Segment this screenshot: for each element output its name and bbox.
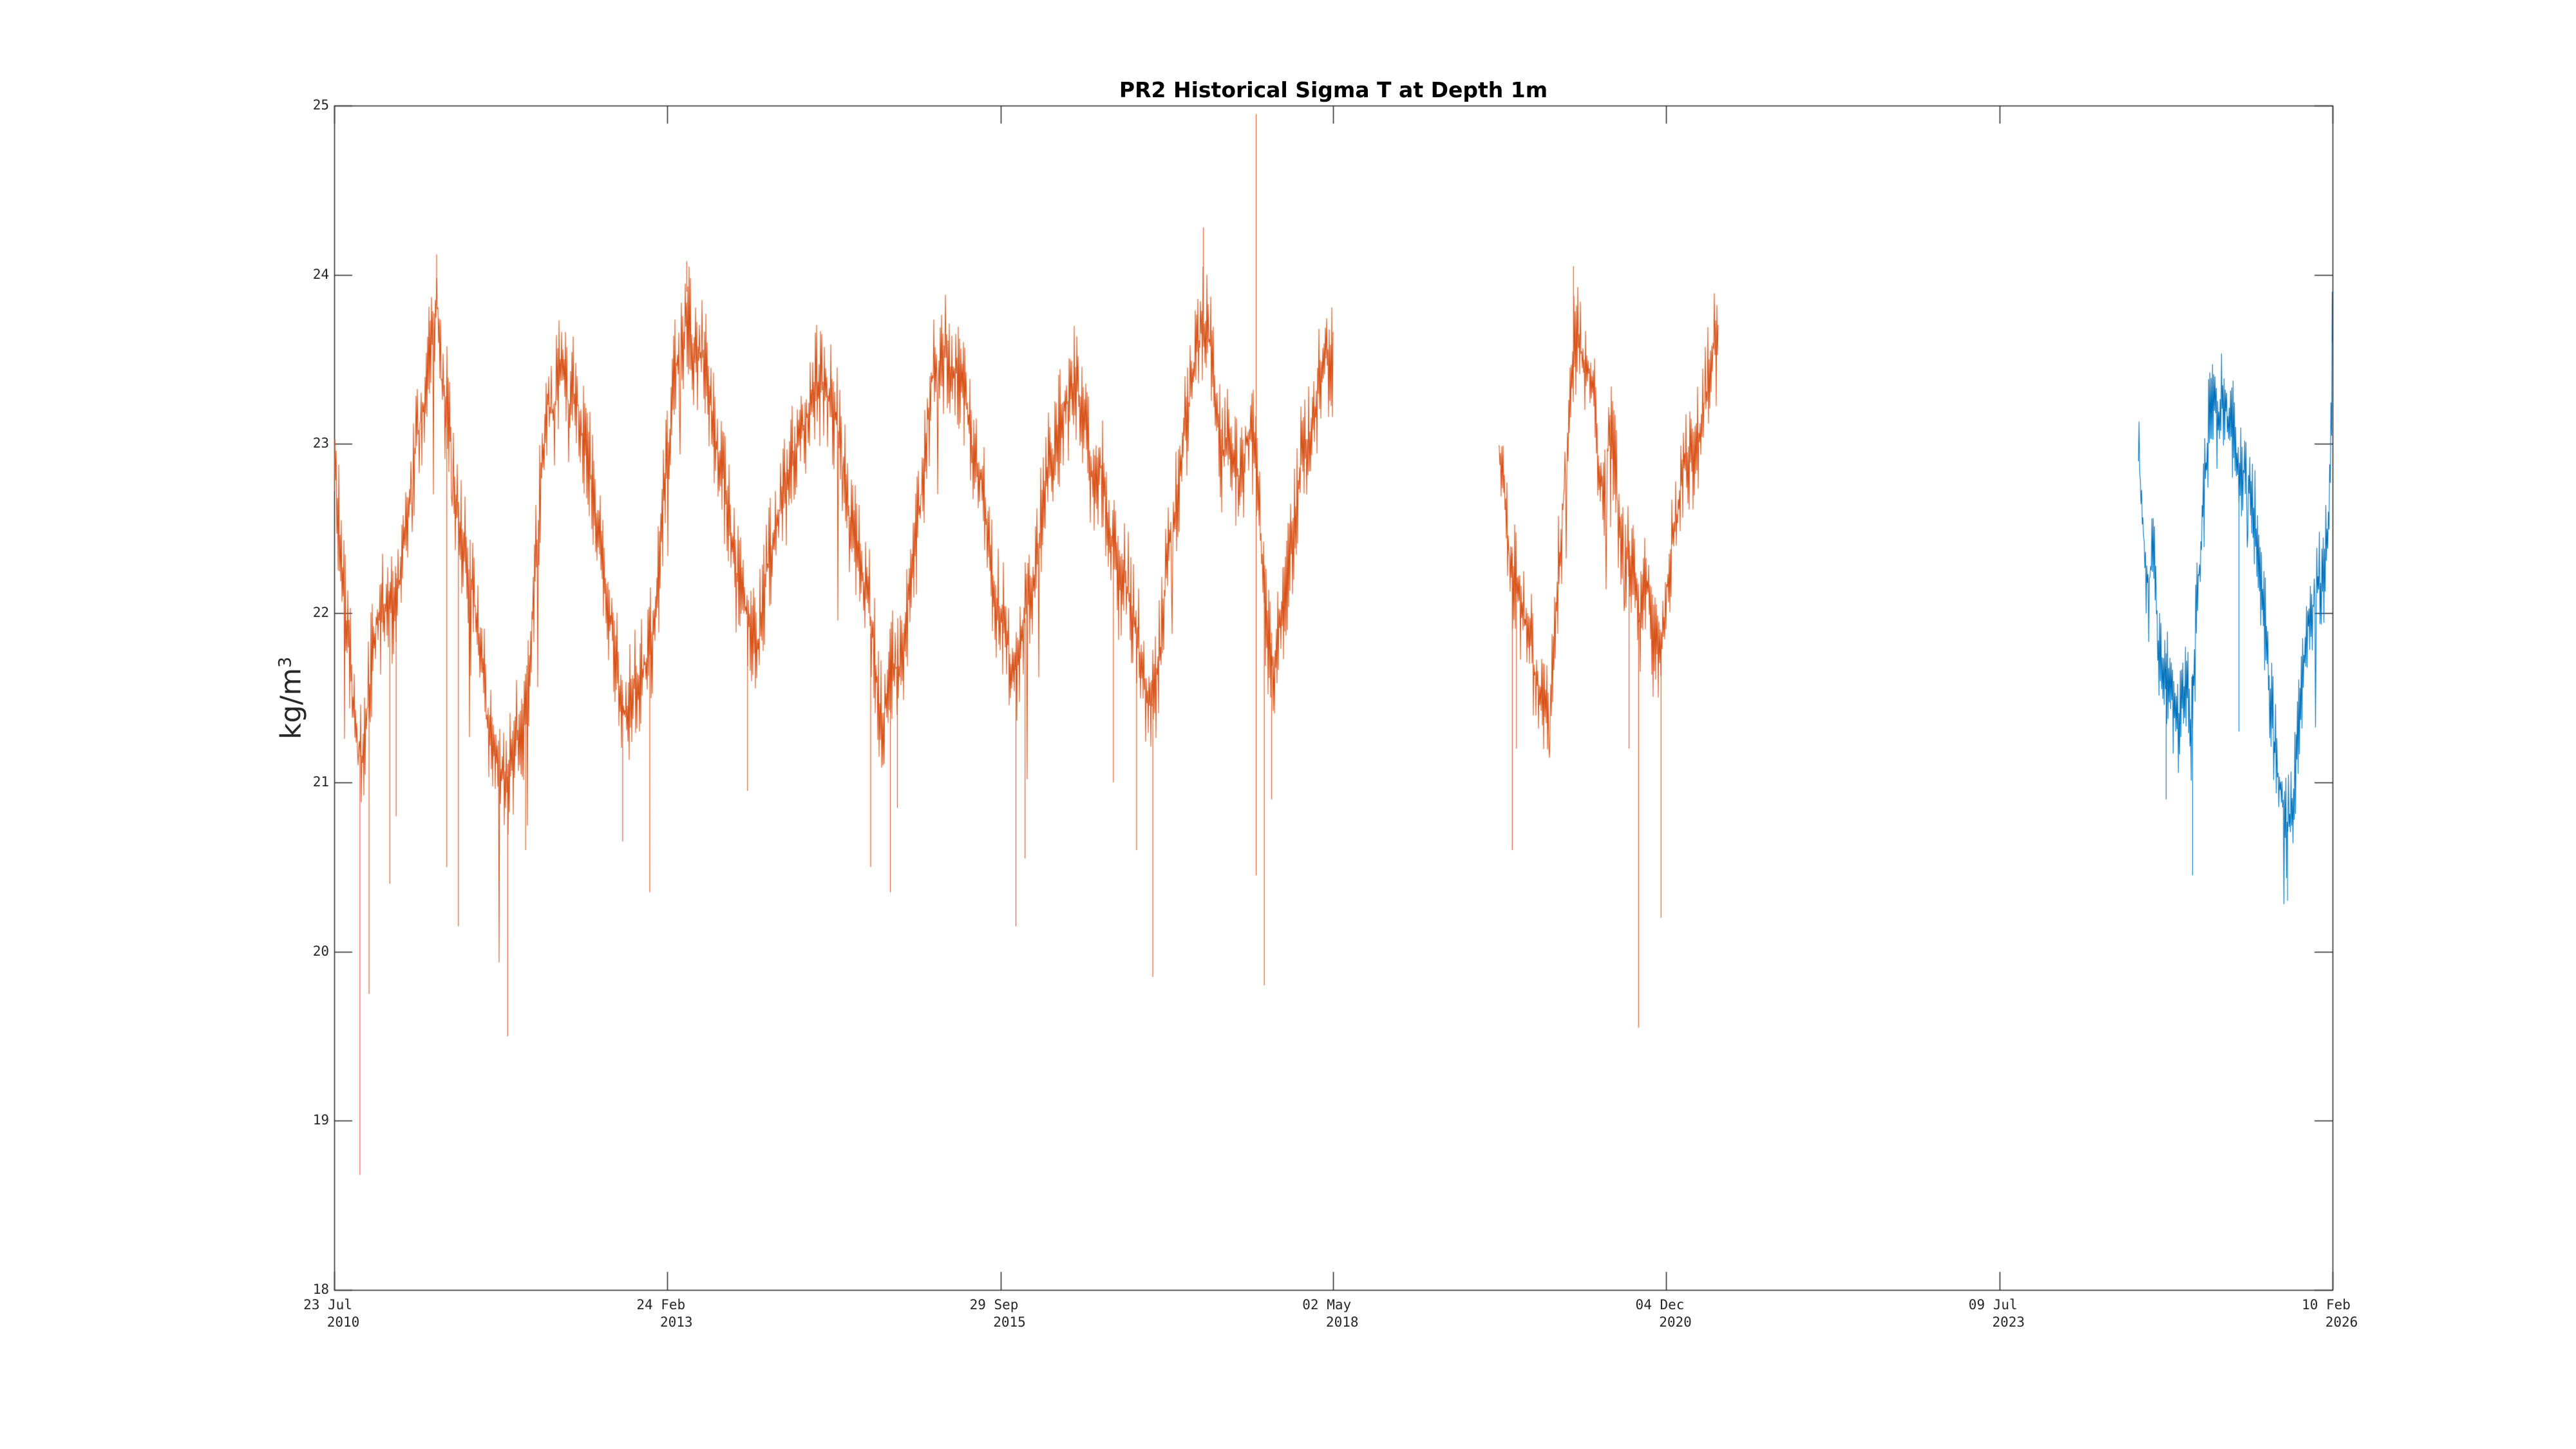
y-tick-label: 19	[312, 1112, 329, 1128]
y-tick-label: 21	[312, 773, 329, 790]
x-tick-label-year: 2015	[993, 1314, 1026, 1330]
x-tick-label-day: 09 Jul	[1968, 1297, 2018, 1312]
x-tick-label-day: 29 Sep	[969, 1297, 1019, 1312]
y-tick-label: 18	[312, 1282, 329, 1297]
x-tick-label-year: 2013	[659, 1314, 693, 1330]
x-tick-label-day: 23 Jul	[303, 1297, 352, 1312]
y-tick-label: 22	[312, 605, 329, 621]
x-tick-label-year: 2020	[1659, 1314, 1692, 1330]
x-tick-label-day: 10 Feb	[2302, 1297, 2351, 1312]
y-tick-label: 24	[312, 266, 329, 282]
y-axis-label-superscript: 3	[275, 656, 296, 668]
x-tick-label-year: 2023	[1992, 1314, 2025, 1330]
x-tick-label-day: 24 Feb	[636, 1297, 686, 1312]
x-tick-label-day: 02 May	[1302, 1297, 1352, 1312]
y-tick-label: 25	[312, 97, 329, 113]
x-tick-label-day: 04 Dec	[1635, 1297, 1685, 1312]
x-tick-label-year: 2018	[1325, 1314, 1359, 1330]
y-tick-label: 23	[312, 435, 329, 451]
x-tick-label-year: 2010	[327, 1314, 360, 1330]
chart-title: PR2 Historical Sigma T at Depth 1m	[1119, 77, 1548, 102]
y-tick-label: 20	[312, 943, 329, 959]
y-axis-label: kg/m3	[275, 656, 308, 739]
y-axis-label-text: kg/m	[274, 667, 308, 739]
x-tick-label-year: 2026	[2325, 1314, 2358, 1330]
